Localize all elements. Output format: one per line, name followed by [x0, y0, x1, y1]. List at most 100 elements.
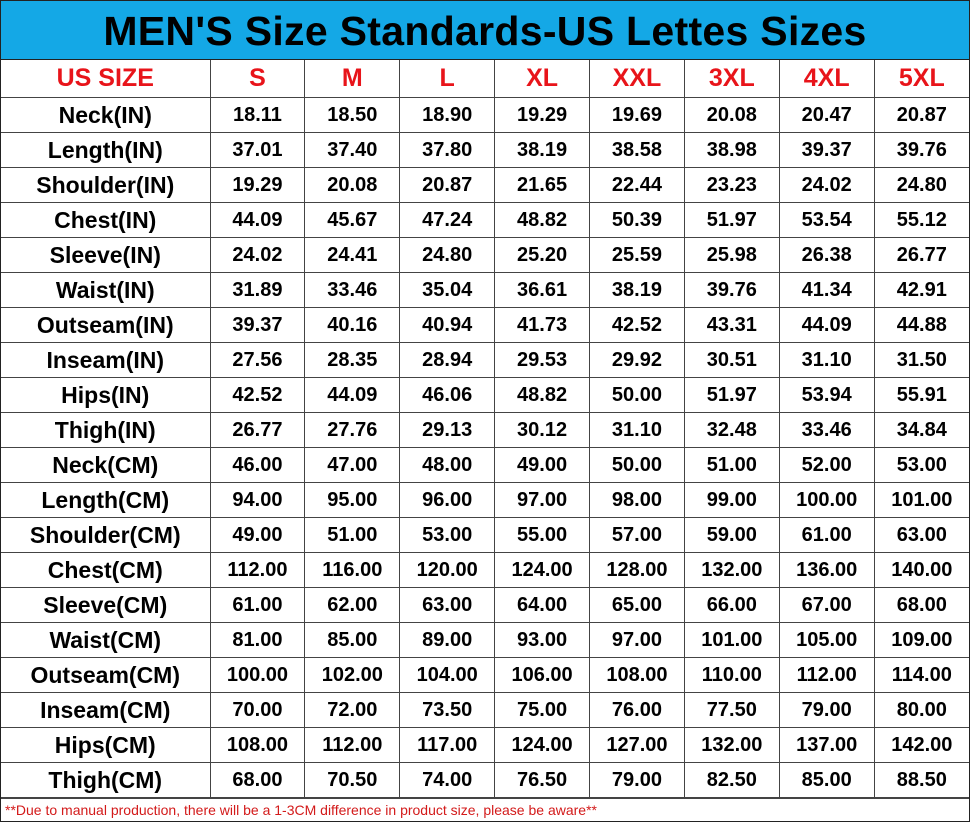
table-cell: 44.09: [304, 377, 401, 413]
table-cell: 120.00: [399, 552, 496, 588]
table-cell: 53.00: [399, 517, 496, 553]
table-cell: 36.61: [494, 272, 590, 308]
row-label: Chest(IN): [1, 202, 211, 238]
table-cell: 70.00: [209, 692, 306, 728]
footnote: **Due to manual production, there will b…: [1, 798, 969, 821]
table-cell: 67.00: [778, 587, 875, 623]
table-cell: 24.02: [209, 237, 306, 273]
table-cell: 97.00: [494, 482, 590, 518]
row-label: Sleeve(IN): [1, 237, 211, 273]
table-cell: 19.69: [589, 97, 685, 133]
table-cell: 112.00: [778, 657, 875, 693]
header-row: US SIZE S M L XL XXL 3XL 4XL 5XL: [1, 60, 969, 98]
header-size: 4XL: [778, 60, 875, 98]
table-cell: 101.00: [873, 482, 969, 518]
table-cell: 81.00: [209, 622, 306, 658]
row-label: Outseam(IN): [1, 307, 211, 343]
table-cell: 70.50: [304, 762, 401, 798]
table-row: Length(IN) 37.01 37.40 37.80 38.19 38.58 38.98…: [1, 132, 969, 168]
table-cell: 128.00: [589, 552, 685, 588]
table-row: Thigh(CM) 68.00 70.50 74.00 76.50 79.00 82.50 8…: [1, 762, 969, 798]
table-cell: 29.53: [494, 342, 590, 378]
table-row: Neck(IN) 18.11 18.50 18.90 19.29 19.69 20.08 20…: [1, 97, 969, 133]
table-cell: 108.00: [589, 657, 685, 693]
table-cell: 39.37: [778, 132, 875, 168]
table-cell: 104.00: [399, 657, 496, 693]
table-cell: 95.00: [304, 482, 401, 518]
table-cell: 105.00: [778, 622, 875, 658]
table-cell: 27.76: [304, 412, 401, 448]
table-cell: 20.08: [304, 167, 401, 203]
table-cell: 25.20: [494, 237, 590, 273]
table-cell: 112.00: [209, 552, 306, 588]
table-cell: 101.00: [683, 622, 780, 658]
table-cell: 68.00: [873, 587, 969, 623]
table-cell: 31.89: [209, 272, 306, 308]
table-cell: 33.46: [304, 272, 401, 308]
table-cell: 102.00: [304, 657, 401, 693]
table-cell: 55.91: [873, 377, 969, 413]
row-label: Inseam(IN): [1, 342, 211, 378]
table-cell: 49.00: [494, 447, 590, 483]
table-cell: 74.00: [399, 762, 496, 798]
table-cell: 33.46: [778, 412, 875, 448]
row-label: Chest(CM): [1, 552, 211, 588]
table-cell: 106.00: [494, 657, 590, 693]
table-cell: 65.00: [589, 587, 685, 623]
table-cell: 82.50: [683, 762, 780, 798]
table-cell: 28.35: [304, 342, 401, 378]
table-cell: 20.87: [873, 97, 969, 133]
table-cell: 85.00: [778, 762, 875, 798]
table-cell: 63.00: [873, 517, 969, 553]
table-row: Waist(CM) 81.00 85.00 89.00 93.00 97.00 101.00…: [1, 622, 969, 658]
table-cell: 19.29: [494, 97, 590, 133]
header-size: XXL: [589, 60, 685, 98]
table-cell: 73.50: [399, 692, 496, 728]
table-cell: 42.52: [589, 307, 685, 343]
table-cell: 24.80: [873, 167, 969, 203]
table-cell: 49.00: [209, 517, 306, 553]
table-cell: 38.58: [589, 132, 685, 168]
table-cell: 98.00: [589, 482, 685, 518]
table-cell: 97.00: [589, 622, 685, 658]
table-cell: 99.00: [683, 482, 780, 518]
table-cell: 89.00: [399, 622, 496, 658]
table-cell: 18.50: [304, 97, 401, 133]
table-cell: 28.94: [399, 342, 496, 378]
table-cell: 85.00: [304, 622, 401, 658]
table-cell: 88.50: [873, 762, 969, 798]
table-cell: 94.00: [209, 482, 306, 518]
table-cell: 40.94: [399, 307, 496, 343]
table-row: Chest(IN) 44.09 45.67 47.24 48.82 50.39 51.97 5…: [1, 202, 969, 238]
table-cell: 100.00: [778, 482, 875, 518]
table-cell: 26.38: [778, 237, 875, 273]
table-cell: 21.65: [494, 167, 590, 203]
table-cell: 24.41: [304, 237, 401, 273]
table-cell: 50.00: [589, 447, 685, 483]
row-label: Neck(IN): [1, 97, 211, 133]
header-size: M: [304, 60, 401, 98]
table-cell: 41.73: [494, 307, 590, 343]
table-row: Neck(CM) 46.00 47.00 48.00 49.00 50.00 51.00 52…: [1, 447, 969, 483]
table-row: Outseam(IN) 39.37 40.16 40.94 41.73 42.52 43.3…: [1, 307, 969, 343]
table-row: Length(CM) 94.00 95.00 96.00 97.00 98.00 99.00…: [1, 482, 969, 518]
row-label: Neck(CM): [1, 447, 211, 483]
row-label: Hips(IN): [1, 377, 211, 413]
table-row: Waist(IN) 31.89 33.46 35.04 36.61 38.19 39.76 4…: [1, 272, 969, 308]
table-cell: 44.09: [209, 202, 306, 238]
table-cell: 62.00: [304, 587, 401, 623]
header-size: XL: [494, 60, 590, 98]
table-cell: 18.11: [209, 97, 306, 133]
table-cell: 76.50: [494, 762, 590, 798]
table-cell: 53.94: [778, 377, 875, 413]
table-cell: 18.90: [399, 97, 496, 133]
table-cell: 51.00: [683, 447, 780, 483]
table-cell: 53.00: [873, 447, 969, 483]
row-label: Waist(IN): [1, 272, 211, 308]
table-cell: 68.00: [209, 762, 306, 798]
table-cell: 59.00: [683, 517, 780, 553]
table-cell: 66.00: [683, 587, 780, 623]
table-cell: 48.82: [494, 202, 590, 238]
row-label: Outseam(CM): [1, 657, 211, 693]
